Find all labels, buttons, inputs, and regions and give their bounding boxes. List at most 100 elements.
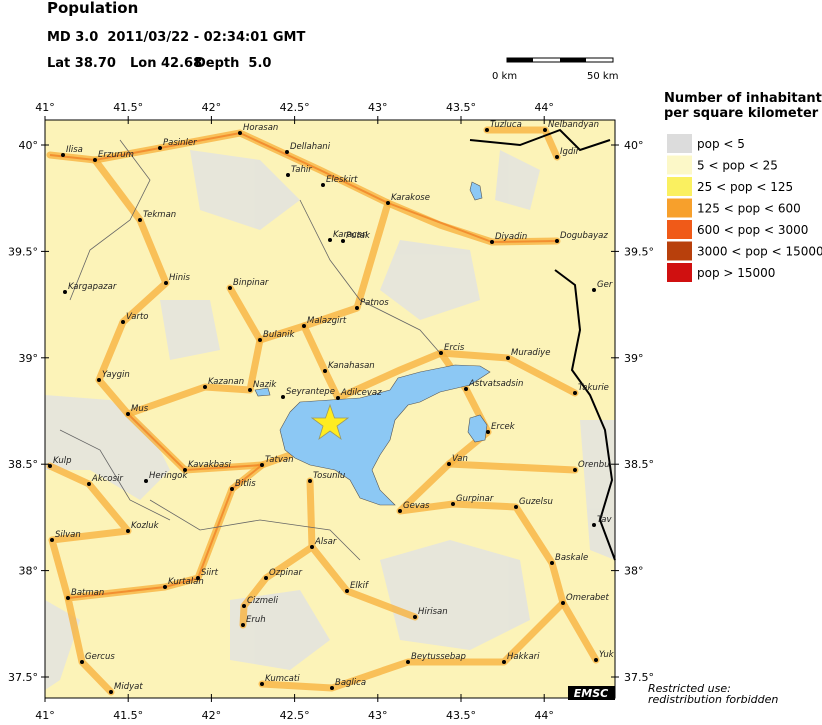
lat-label: 37.5° — [8, 671, 38, 684]
town-dot — [355, 306, 359, 310]
town-dot — [490, 240, 494, 244]
lat-info: Lat 38.70 — [47, 56, 116, 71]
legend-title: Number of inhabitants — [664, 91, 822, 106]
lat-label: 39° — [19, 352, 39, 365]
depth-info: Depth 5.0 — [195, 56, 271, 71]
town-label: Tahir — [291, 165, 312, 175]
town-dot — [260, 463, 264, 467]
town-dot — [439, 351, 443, 355]
axes: 41° 41° 41.5° 41.5° 42° 42° 42.5° 42.5° 43° 43° 43… — [8, 101, 654, 722]
town-label: Nazik — [253, 380, 277, 390]
footer: redistribution forbidden — [648, 693, 778, 706]
town-dot — [228, 286, 232, 290]
lat-label: 39° — [624, 352, 644, 365]
map: Ilisa Erzurum Pasinler Horasan Dellahani Tahi… — [44, 119, 616, 700]
lon-label: 44° — [534, 709, 554, 721]
town-dot — [594, 658, 598, 662]
town-label: Gurpinar — [456, 494, 494, 504]
town-dot — [386, 201, 390, 205]
town-dot — [50, 538, 54, 542]
town-label: Gercus — [85, 652, 115, 662]
legend-swatch — [667, 220, 692, 239]
town-label: Guzelsu — [519, 497, 553, 507]
scale-end: 50 km — [587, 71, 618, 82]
legend-swatch — [667, 155, 692, 175]
town-label: Orenbu — [578, 460, 610, 470]
town-dot — [264, 576, 268, 580]
town-dot — [413, 615, 417, 619]
logo: EMSC — [574, 687, 608, 700]
town-label: Takurie — [578, 383, 609, 393]
town-label: Siirt — [201, 568, 219, 578]
town-label: Ozpinar — [269, 568, 303, 578]
town-dot — [323, 369, 327, 373]
town-dot — [126, 412, 130, 416]
town-label: Kurtalan — [168, 577, 204, 587]
town-label: Bulanik — [263, 330, 296, 340]
legend-label: 25 < pop < 125 — [697, 180, 793, 194]
lat-label: 38.5° — [624, 458, 654, 471]
town-label: Silvan — [55, 530, 81, 540]
lat-label: 37.5° — [624, 671, 654, 684]
town-label: Muradiye — [511, 348, 550, 358]
town-dot — [126, 529, 130, 533]
lon-info: Lon 42.68 — [130, 56, 202, 71]
lon-label: 43° — [368, 709, 388, 721]
town-label: Gevas — [403, 501, 430, 511]
town-label: Ercek — [491, 422, 516, 432]
town-label: Elkif — [350, 581, 370, 591]
town-label: Omerabet — [566, 593, 610, 603]
legend-swatch — [667, 177, 692, 196]
town-label: Varto — [126, 312, 149, 322]
town-label: Seyrantepe — [286, 387, 335, 397]
lat-label: 38° — [19, 565, 39, 578]
town-dot — [164, 281, 168, 285]
town-dot — [464, 387, 468, 391]
town-dot — [502, 660, 506, 664]
town-dot — [310, 545, 314, 549]
town-label: Kulp — [53, 456, 72, 466]
town-dot — [573, 468, 577, 472]
town-dot — [80, 660, 84, 664]
epicenter — [310, 403, 350, 441]
town-dot — [230, 487, 234, 491]
town-label: Kanahasan — [328, 361, 375, 371]
town-dot — [486, 430, 490, 434]
town-label: Van — [452, 454, 468, 464]
lat-label: 40° — [624, 139, 644, 152]
town-label: Pasinler — [163, 138, 197, 148]
town-label: Eruh — [246, 615, 266, 625]
lat-label: 39.5° — [624, 245, 654, 258]
town-dot — [451, 502, 455, 506]
town-dot — [281, 395, 285, 399]
legend-title: per square kilometer — [664, 106, 819, 121]
town-dot — [242, 604, 246, 608]
legend-label: 3000 < pop < 15000 — [697, 245, 822, 259]
legend-swatch — [667, 241, 692, 261]
legend-label: 125 < pop < 600 — [697, 202, 801, 216]
town-dot — [183, 468, 187, 472]
town-label: Beytussebap — [411, 652, 466, 662]
town-label: Igdir — [560, 147, 580, 157]
legend-label: 600 < pop < 3000 — [697, 223, 808, 237]
town-dot — [158, 146, 162, 150]
town-dot — [109, 690, 113, 694]
logo-box — [568, 686, 615, 700]
lat-label: 39.5° — [8, 245, 38, 258]
town-label: Patnos — [360, 298, 389, 308]
lon-label: 42.5° — [280, 709, 310, 721]
town-label: Dogubayaz — [560, 231, 608, 241]
legend-label: pop < 5 — [697, 137, 745, 151]
town-label: Eleskirt — [326, 175, 358, 185]
town-dot — [61, 153, 65, 157]
lon-label: 41° — [35, 709, 55, 721]
town-label: Ger — [597, 280, 613, 290]
town-label: Tav — [597, 515, 613, 525]
town-label: Nelbandyan — [548, 120, 599, 130]
town-dot — [121, 320, 125, 324]
town-label: Dellahani — [290, 142, 331, 152]
town-dot — [550, 561, 554, 565]
town-dot — [555, 155, 559, 159]
town-label: Tuzluca — [490, 120, 522, 130]
